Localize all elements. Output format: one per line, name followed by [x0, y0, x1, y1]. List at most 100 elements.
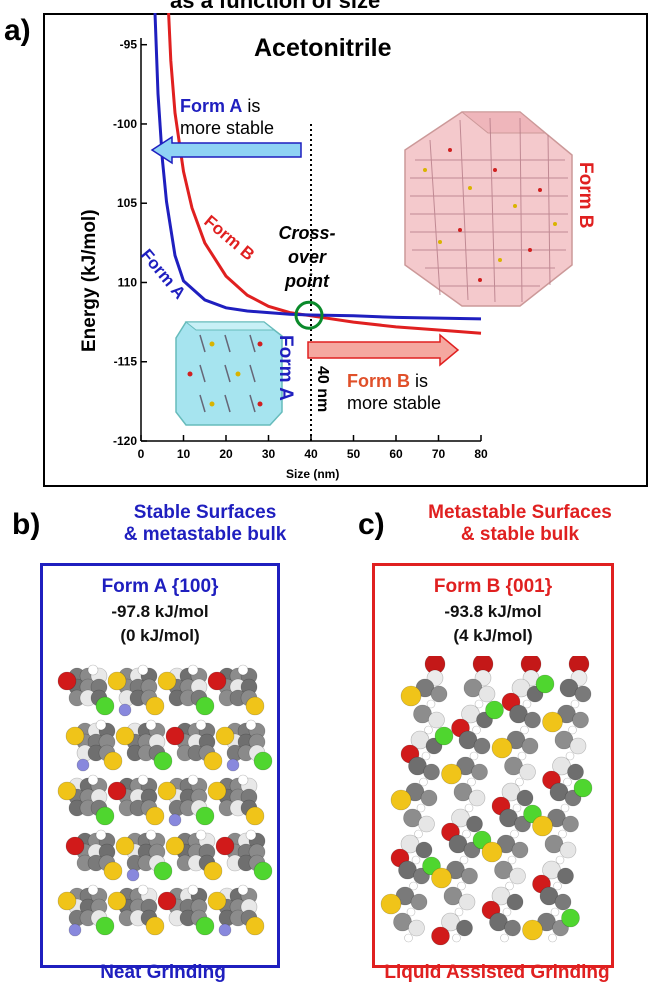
atom-sphere — [107, 671, 127, 691]
atom-sphere — [466, 815, 483, 833]
atom-sphere — [535, 674, 555, 694]
atom-sphere — [400, 685, 422, 707]
size-40nm-label: 40 nm — [314, 366, 331, 412]
atom-sphere — [569, 737, 587, 755]
atom-sphere — [506, 893, 524, 911]
atom-sphere — [137, 884, 149, 896]
panel-a-frame — [43, 13, 648, 487]
atom-sphere — [511, 841, 529, 859]
atom-sphere — [57, 891, 77, 911]
panel-b-heading-line1: Stable Surfaces — [133, 502, 277, 523]
series-form-a-line — [153, 13, 482, 321]
atom-sphere — [565, 751, 575, 761]
atom-sphere — [548, 933, 557, 943]
atom-sphere — [103, 751, 123, 771]
atom-sphere — [115, 836, 135, 856]
atom-sphere — [421, 751, 431, 761]
y-axis-label: Energy (kJ/mol) — [79, 209, 100, 352]
crossover-text-2: over — [288, 247, 327, 267]
atom-sphere — [195, 719, 207, 731]
panel-label-a: a) — [4, 14, 31, 47]
crystal-label-a: Form A — [275, 335, 296, 401]
form-a-stable-arrow — [150, 135, 302, 165]
atom-sphere — [481, 841, 503, 863]
crossover-circle — [294, 300, 324, 330]
series-form-b-line — [167, 13, 482, 335]
atom-sphere — [137, 664, 149, 676]
atom-sphere — [456, 919, 473, 937]
atom-sphere — [195, 916, 215, 936]
panel-c-heading: Metastable Surfaces & stable bulk — [390, 502, 650, 546]
atom-sphere — [145, 719, 157, 731]
atom-sphere — [560, 803, 570, 813]
atom-sphere — [245, 696, 265, 716]
atom-sphere — [434, 726, 454, 746]
atom-sphere — [95, 719, 107, 731]
atom-sphere — [145, 916, 165, 936]
atom-sphere — [431, 926, 450, 946]
atom-sphere — [500, 933, 509, 943]
atom-sphere — [520, 725, 529, 735]
atom-sphere — [390, 789, 412, 811]
x-tick-label: 10 — [177, 447, 191, 461]
atom-sphere — [406, 907, 416, 917]
atom-sphere — [532, 815, 553, 837]
atom-sphere — [512, 803, 522, 813]
form-a-stable-bold: Form A — [180, 96, 242, 116]
panel-b-relative-energy: (0 kJ/mol) — [120, 626, 200, 645]
atom-sphere — [562, 815, 579, 833]
atom-sphere — [507, 855, 517, 865]
atom-sphere — [572, 711, 589, 729]
atom-sphere — [467, 777, 476, 787]
panel-c-energy: -93.8 kJ/mol — [444, 602, 542, 621]
atom-sphere — [157, 891, 177, 911]
atom-sphere — [145, 829, 157, 841]
atom-sphere — [226, 758, 240, 772]
atom-sphere — [418, 815, 435, 833]
atom-sphere — [157, 671, 177, 691]
atom-sphere — [469, 751, 479, 761]
atom-sphere — [491, 737, 513, 759]
panel-label-c: c) — [358, 508, 385, 541]
atom-sphere — [203, 861, 223, 881]
atom-sphere — [423, 763, 440, 781]
atom-sphere — [462, 829, 471, 839]
x-tick-label: 0 — [138, 447, 145, 461]
atom-sphere — [553, 881, 562, 891]
atom-sphere — [153, 751, 173, 771]
atom-sphere — [126, 868, 140, 882]
y-tick-label: -115 — [114, 355, 138, 369]
atom-sphere — [555, 855, 565, 865]
atom-sphere — [458, 893, 476, 911]
y-ticks: -95 -100 105 110 -115 -120 — [113, 38, 147, 448]
atom-sphere — [559, 841, 577, 859]
atom-sphere — [207, 781, 227, 801]
atom-sphere — [415, 841, 433, 859]
atom-sphere — [245, 916, 265, 936]
panel-c-box: Form B {001} -93.8 kJ/mol (4 kJ/mol) — [372, 563, 614, 968]
atom-sphere — [153, 861, 173, 881]
atom-sphere — [478, 685, 496, 703]
atom-sphere — [253, 861, 273, 881]
atom-sphere — [430, 685, 448, 703]
atom-sphere — [563, 777, 572, 787]
atom-sphere — [168, 813, 182, 827]
atom-sphere — [187, 774, 199, 786]
atom-sphere — [203, 751, 223, 771]
energy-size-chart: Form B Form A 0 10 20 30 40 50 60 70 80 -95 -100 1… — [43, 13, 648, 487]
panel-c-relative-energy: (4 kJ/mol) — [453, 626, 533, 645]
atom-sphere — [165, 836, 185, 856]
curve-label-form-b: Form B — [200, 212, 258, 265]
atom-sphere — [573, 778, 593, 798]
x-tick-label: 20 — [219, 447, 233, 461]
panel-c-heading-line1: Metastable Surfaces — [428, 502, 612, 523]
atom-sphere — [57, 671, 77, 691]
crossover-text-1: Cross- — [278, 223, 335, 243]
form-a-crystal-image — [175, 321, 283, 426]
atom-sphere — [519, 763, 536, 781]
atom-sphere — [419, 777, 428, 787]
atom-sphere — [515, 777, 524, 787]
x-tick-label: 40 — [304, 447, 318, 461]
form-b-stable-rest: is — [410, 371, 428, 391]
atom-sphere — [570, 699, 580, 709]
